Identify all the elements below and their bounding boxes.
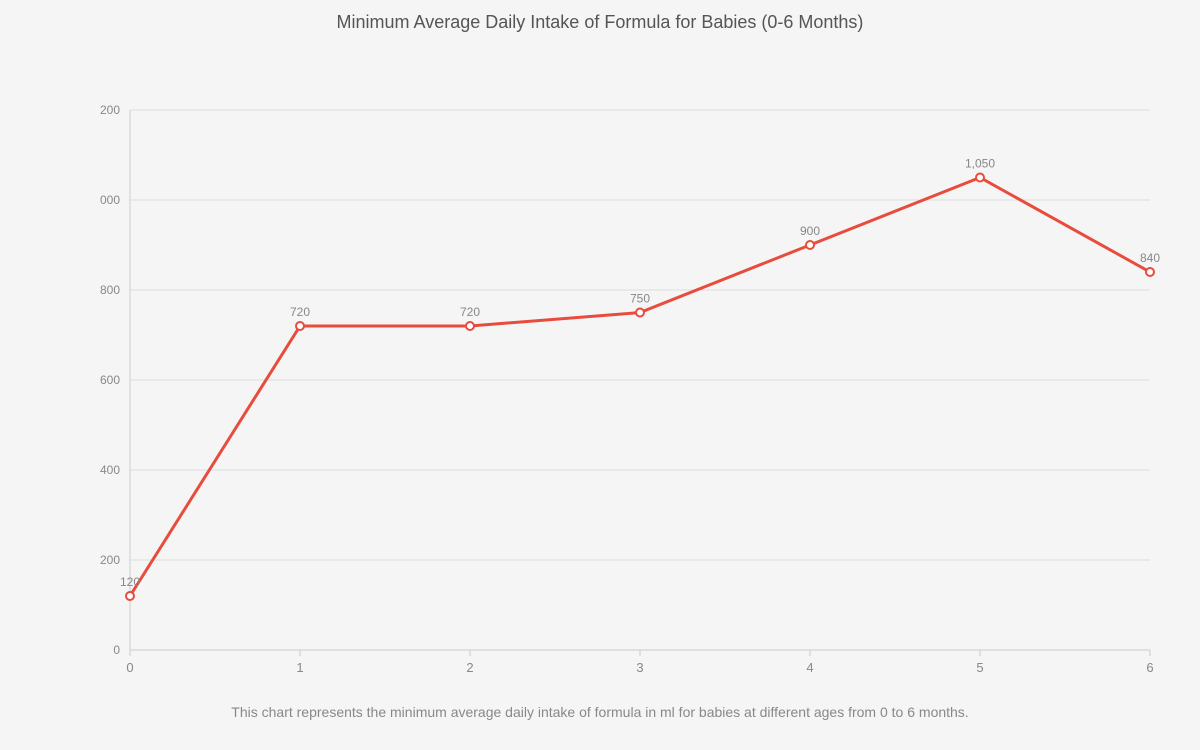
y-tick-label: 800	[100, 283, 120, 297]
y-axis-group: 0 200 400 600 800 1,000 1,200	[100, 103, 120, 657]
point-label: 750	[630, 292, 650, 306]
point-label: 720	[460, 305, 480, 319]
point-label: 1,050	[965, 157, 995, 171]
data-point	[466, 322, 474, 330]
point-label: 120	[120, 575, 140, 589]
x-tick-label: 5	[976, 660, 983, 675]
point-label: 720	[290, 305, 310, 319]
chart-title: Minimum Average Daily Intake of Formula …	[0, 0, 1200, 33]
x-tick-label: 4	[806, 660, 813, 675]
y-tick-label: 0	[113, 643, 120, 657]
chart-plot: 0 200 400 600 800 1,000 1,200 0 1 2 3 4 5 6 120 720 72…	[100, 100, 1160, 680]
data-point	[296, 322, 304, 330]
series-group	[126, 174, 1154, 601]
x-tick-label: 3	[636, 660, 643, 675]
x-tick-label: 2	[466, 660, 473, 675]
data-point	[636, 309, 644, 317]
x-tick-label: 1	[296, 660, 303, 675]
grid-group	[130, 110, 1150, 650]
series-line	[130, 178, 1150, 597]
data-point	[806, 241, 814, 249]
x-tick-label: 6	[1146, 660, 1153, 675]
y-tick-label: 1,200	[100, 103, 120, 117]
y-tick-label: 600	[100, 373, 120, 387]
point-label: 840	[1140, 251, 1160, 265]
x-tick-label: 0	[126, 660, 133, 675]
point-label: 900	[800, 224, 820, 238]
x-axis-group: 0 1 2 3 4 5 6	[126, 650, 1153, 675]
point-labels-group: 120 720 720 750 900 1,050 840	[120, 157, 1160, 590]
y-tick-label: 1,000	[100, 193, 120, 207]
chart-container: Minimum Average Daily Intake of Formula …	[0, 0, 1200, 750]
y-tick-label: 200	[100, 553, 120, 567]
y-tick-label: 400	[100, 463, 120, 477]
chart-caption: This chart represents the minimum averag…	[0, 704, 1200, 720]
data-point	[126, 592, 134, 600]
data-point	[1146, 268, 1154, 276]
data-point	[976, 174, 984, 182]
